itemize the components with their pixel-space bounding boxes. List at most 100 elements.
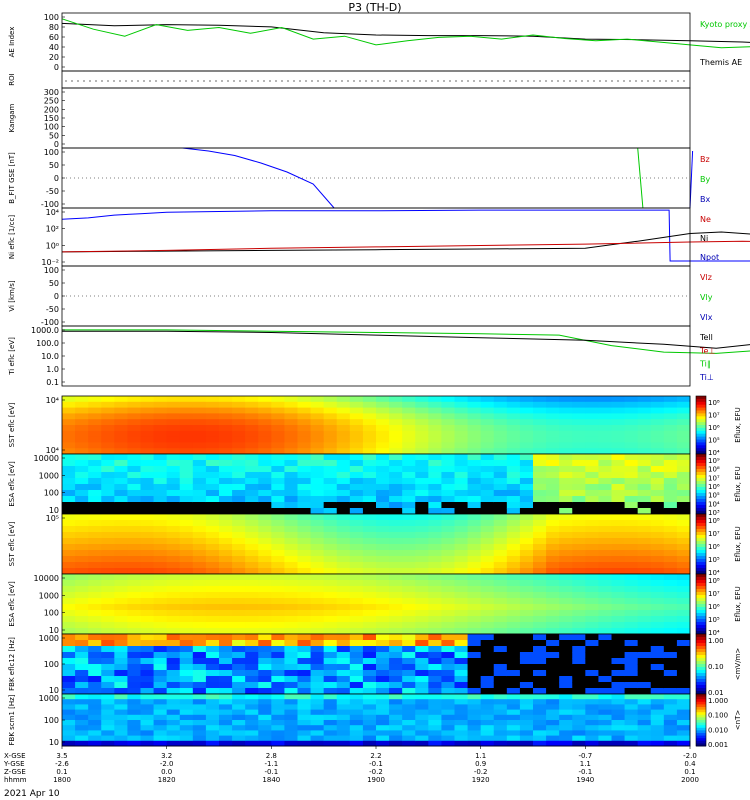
heatmap-cell xyxy=(663,725,678,731)
y-axis-label: ESA eflc [eV] xyxy=(8,461,16,507)
heatmap-cell xyxy=(376,532,390,539)
heatmap-cell xyxy=(467,544,482,551)
heatmap-cell xyxy=(127,592,141,599)
heatmap-cell xyxy=(140,598,155,605)
heatmap-cell xyxy=(336,472,351,479)
heatmap-cell xyxy=(323,610,338,617)
heatmap-cell xyxy=(585,688,599,695)
heatmap-cell xyxy=(62,574,76,581)
heatmap-cell xyxy=(376,466,390,473)
heatmap-cell xyxy=(336,496,351,503)
heatmap-cell xyxy=(153,580,168,587)
heatmap-cell xyxy=(179,628,194,635)
heatmap-cell xyxy=(232,472,246,479)
heatmap-cell xyxy=(519,598,534,605)
heatmap-cell xyxy=(323,508,338,515)
heatmap-cell xyxy=(637,430,652,438)
heatmap-cell xyxy=(585,720,599,726)
heatmap-cell xyxy=(219,646,233,653)
heatmap-cell xyxy=(663,396,678,403)
heatmap-cell xyxy=(598,550,612,557)
colorbar-swatch xyxy=(696,430,706,435)
heatmap-cell xyxy=(362,616,377,623)
heatmap-cell xyxy=(467,442,482,449)
heatmap-cell xyxy=(611,502,626,509)
heatmap-cell xyxy=(415,401,429,409)
heatmap-cell xyxy=(101,720,115,726)
heatmap-cell xyxy=(546,664,560,671)
heatmap-cell xyxy=(441,604,455,611)
roi-dot xyxy=(629,80,631,82)
heatmap-cell xyxy=(650,670,665,677)
heatmap-cell xyxy=(75,628,89,635)
heatmap-cell xyxy=(245,740,259,747)
heatmap-cell xyxy=(232,496,246,503)
heatmap-cell xyxy=(663,634,678,641)
x-tick-label: -0.1 xyxy=(264,768,278,776)
heatmap-cell xyxy=(376,538,390,545)
heatmap-cell xyxy=(598,514,612,521)
heatmap-cell xyxy=(480,714,495,721)
heatmap-cell xyxy=(192,604,207,611)
heatmap-cell xyxy=(88,586,102,593)
x-tick-label: 1820 xyxy=(158,776,176,784)
heatmap-cell xyxy=(519,704,534,711)
heatmap-cell xyxy=(441,658,455,665)
heatmap-cell xyxy=(428,704,442,711)
heatmap-cell xyxy=(245,407,259,414)
heatmap-cell xyxy=(402,448,416,455)
heatmap-cell xyxy=(402,735,416,742)
series-line xyxy=(61,231,750,253)
heatmap-cell xyxy=(62,704,76,711)
heatmap-cell xyxy=(572,472,586,479)
heatmap-cell xyxy=(480,556,495,563)
heatmap-cell xyxy=(219,628,233,635)
heatmap-cell xyxy=(650,652,665,659)
heatmap-cell xyxy=(572,466,586,473)
heatmap-cell xyxy=(663,688,678,695)
heatmap-cell xyxy=(598,725,612,731)
heatmap-cell xyxy=(428,664,442,671)
heatmap-cell xyxy=(297,598,312,605)
heatmap-cell xyxy=(389,664,403,671)
heatmap-cell xyxy=(140,562,155,569)
heatmap-cell xyxy=(467,688,482,695)
heatmap-cell xyxy=(441,442,455,449)
heatmap-cell xyxy=(585,508,599,515)
heatmap-cell xyxy=(179,622,194,629)
heatmap-cell xyxy=(232,484,246,491)
heatmap-cell xyxy=(153,419,168,426)
heatmap-cell xyxy=(533,466,547,473)
roi-dot xyxy=(179,80,181,82)
heatmap-cell xyxy=(637,586,652,593)
heatmap-cell xyxy=(546,676,560,683)
heatmap-cell xyxy=(297,730,312,737)
colorbar-swatch xyxy=(696,631,706,635)
heatmap-cell xyxy=(676,425,691,432)
heatmap-cell xyxy=(310,704,325,711)
heatmap-cell xyxy=(323,640,338,647)
heatmap-cell xyxy=(454,514,469,521)
heatmap-cell xyxy=(454,714,469,721)
heatmap-cell xyxy=(75,735,89,742)
heatmap-cell xyxy=(153,610,168,617)
heatmap-cell xyxy=(598,704,612,711)
heatmap-cell xyxy=(376,514,390,521)
heatmap-cell xyxy=(349,676,364,683)
heatmap-cell xyxy=(493,401,508,409)
heatmap-cell xyxy=(323,520,338,527)
heatmap-cell xyxy=(75,725,89,731)
heatmap-cell xyxy=(245,562,259,569)
heatmap-cell xyxy=(402,730,416,737)
heatmap-cell xyxy=(271,460,285,467)
heatmap-cell xyxy=(402,396,416,403)
heatmap-cell xyxy=(284,478,298,485)
heatmap-cell xyxy=(454,616,469,623)
heatmap-cell xyxy=(114,694,128,700)
heatmap-cell xyxy=(402,709,416,716)
heatmap-cell xyxy=(624,688,639,695)
heatmap-cell xyxy=(245,396,259,403)
heatmap-cell xyxy=(271,699,285,705)
heatmap-cell xyxy=(559,520,573,527)
colorbar-swatch xyxy=(696,661,706,665)
